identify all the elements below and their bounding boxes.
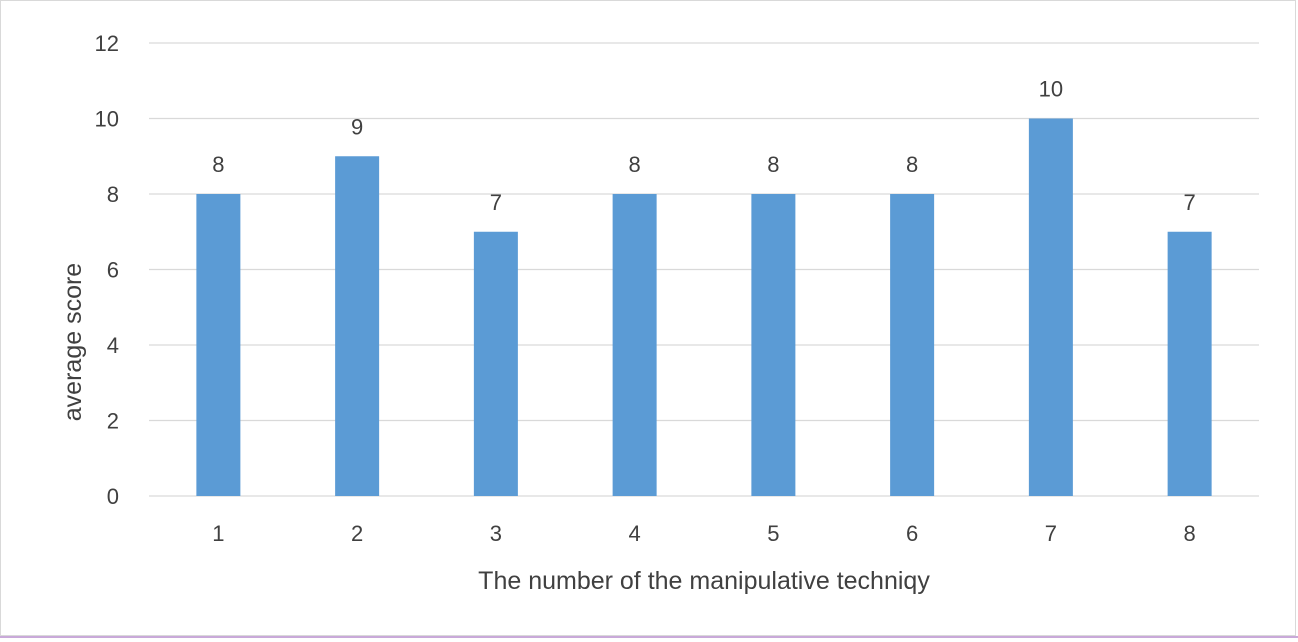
bar (751, 194, 796, 496)
bar (1028, 118, 1073, 496)
bar-value-label: 7 (1184, 190, 1196, 215)
gridlines (149, 42, 1259, 497)
bar (1167, 231, 1212, 496)
y-axis-ticks: 0 2 4 6 8 10 12 (95, 31, 119, 509)
y-tick-label: 2 (107, 409, 119, 434)
x-axis-title: The number of the manipulative techniqy (478, 567, 930, 595)
x-tick-label: 1 (212, 521, 224, 546)
bars (196, 118, 1212, 496)
bar (890, 194, 935, 496)
bar (473, 231, 518, 496)
bar-value-label: 8 (629, 152, 641, 177)
bar-value-label: 10 (1039, 77, 1063, 102)
bar-value-label: 7 (490, 190, 502, 215)
x-tick-label: 6 (906, 521, 918, 546)
data-labels: 8 9 7 8 8 8 10 7 (212, 77, 1196, 215)
x-tick-label: 4 (629, 521, 641, 546)
bar (612, 194, 657, 496)
bar (335, 156, 380, 496)
x-tick-label: 5 (767, 521, 779, 546)
bar-value-label: 8 (767, 152, 779, 177)
x-tick-label: 7 (1045, 521, 1057, 546)
y-tick-label: 8 (107, 182, 119, 207)
y-tick-label: 4 (107, 333, 119, 358)
bar-value-label: 8 (212, 152, 224, 177)
x-tick-label: 3 (490, 521, 502, 546)
bar-value-label: 8 (906, 152, 918, 177)
y-tick-label: 12 (95, 31, 119, 56)
bar-value-label: 9 (351, 114, 363, 139)
x-tick-label: 8 (1184, 521, 1196, 546)
y-tick-label: 6 (107, 258, 119, 283)
x-axis-ticks: 1 2 3 4 5 6 7 8 (212, 521, 1196, 546)
bar (196, 194, 241, 496)
y-tick-label: 10 (95, 107, 119, 132)
y-axis-title: average score (59, 263, 87, 421)
x-tick-label: 2 (351, 521, 363, 546)
y-tick-label: 0 (107, 484, 119, 509)
bottom-border (0, 636, 1298, 638)
